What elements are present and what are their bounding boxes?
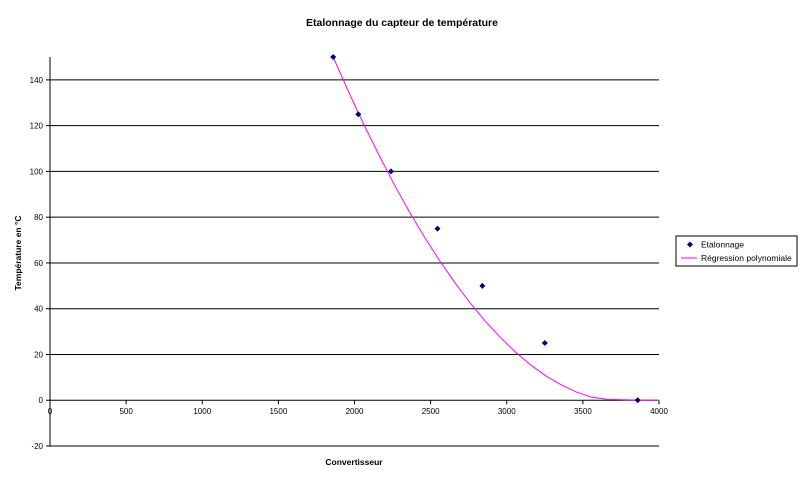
x-tick-label: 1000 <box>193 407 211 416</box>
data-point <box>479 282 486 289</box>
x-tick-label: 500 <box>119 407 133 416</box>
x-tick-label: 2000 <box>346 407 364 416</box>
y-axis-ticks: -20 0 20 40 60 80 100 120 140 <box>30 76 50 451</box>
series-layer <box>330 54 659 404</box>
x-tick-label: 3500 <box>574 407 592 416</box>
x-tick-label: 3000 <box>498 407 516 416</box>
x-axis-label: Convertisseur <box>325 457 383 467</box>
regression-line <box>332 56 659 401</box>
legend-label-regression: Régression polynomiale <box>701 253 792 263</box>
y-tick-label: -20 <box>31 442 43 451</box>
y-tick-label: 20 <box>34 350 43 359</box>
y-tick-label: 40 <box>34 305 43 314</box>
gridlines <box>50 79 659 447</box>
data-point <box>541 340 548 347</box>
x-axis-ticks: 0 500 1000 1500 2000 2500 3000 3500 4000 <box>48 400 668 416</box>
y-tick-label: 0 <box>39 396 44 405</box>
legend: Etalonnage Régression polynomiale <box>675 235 798 267</box>
x-tick-label: 2500 <box>422 407 440 416</box>
chart-title: Etalonnage du capteur de température <box>306 17 498 29</box>
x-tick-label: 0 <box>48 407 53 416</box>
x-tick-label: 1500 <box>269 407 287 416</box>
y-tick-label: 120 <box>30 122 44 131</box>
data-point <box>634 397 641 404</box>
data-point <box>330 54 337 60</box>
y-tick-label: 80 <box>34 213 43 222</box>
y-tick-label: 100 <box>30 167 44 176</box>
y-tick-label: 140 <box>30 76 44 85</box>
y-axis-label: Température en °C <box>13 215 23 290</box>
x-tick-label: 4000 <box>650 407 668 416</box>
legend-marker-etalonnage <box>687 241 693 248</box>
legend-box <box>675 235 798 267</box>
data-point <box>434 225 441 232</box>
legend-label-etalonnage: Etalonnage <box>701 240 744 250</box>
data-point <box>388 168 395 175</box>
y-tick-label: 60 <box>34 259 43 268</box>
data-point <box>355 111 362 118</box>
